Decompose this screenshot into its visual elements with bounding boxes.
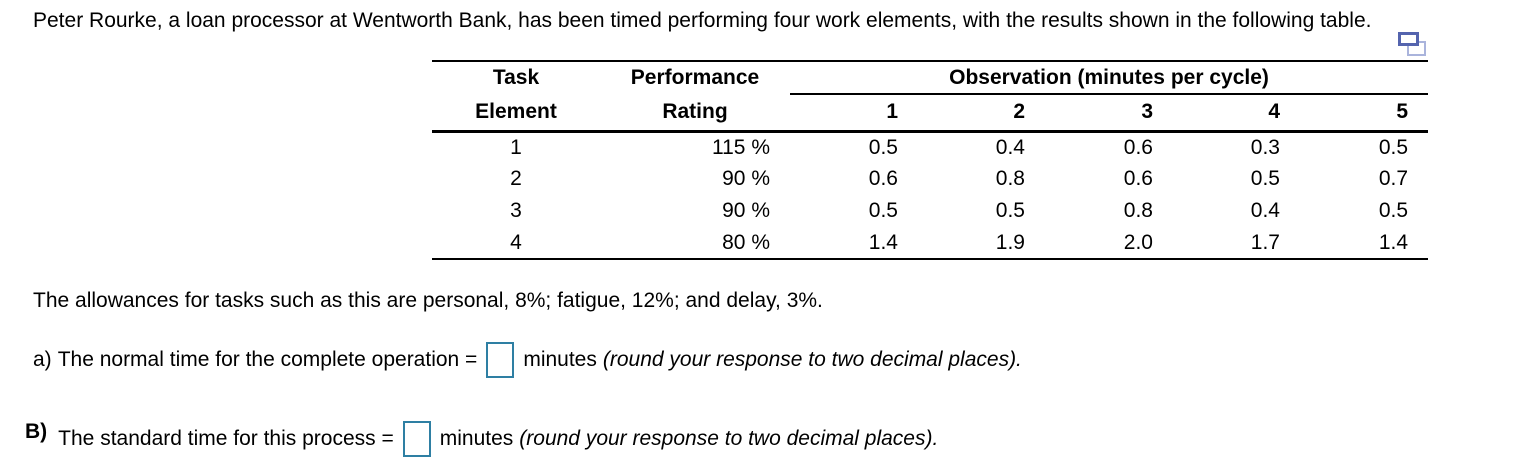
cell-obs: 0.6 — [868, 167, 898, 190]
duplicate-window-icon[interactable] — [1398, 32, 1428, 59]
header-element: Element — [432, 94, 600, 133]
question-b-rounding-note: (round your response to two decimal plac… — [519, 427, 939, 450]
header-rating: Rating — [600, 94, 790, 133]
cell-rating: 115 % — [712, 135, 770, 159]
header-observation-span: Observation (minutes per cycle) — [790, 61, 1429, 95]
header-obs-4: 4 — [1173, 94, 1300, 133]
question-intro-text: Peter Rourke, a loan processor at Wentwo… — [33, 9, 1372, 32]
table-row: 2 90 % 0.6 0.8 0.6 0.5 0.7 — [432, 163, 1428, 195]
cell-obs: 0.6 — [1123, 167, 1153, 190]
time-study-table: Task Performance Observation (minutes pe… — [432, 60, 1429, 260]
header-task: Task — [492, 66, 540, 89]
header-obs-1: 1 — [790, 94, 918, 133]
cell-element: 4 — [510, 230, 522, 254]
answer-input-normal-time[interactable] — [486, 342, 515, 378]
question-b-label: B) — [25, 420, 48, 443]
cell-obs: 1.4 — [1378, 230, 1409, 254]
question-a-prompt: The normal time for the complete operati… — [57, 348, 478, 371]
cell-obs: 0.5 — [868, 199, 898, 222]
cell-obs: 0.5 — [1378, 199, 1409, 222]
question-a-label: a) — [33, 348, 52, 371]
question-a-unit: minutes — [523, 348, 597, 371]
cell-obs: 1.9 — [995, 230, 1025, 254]
cell-obs: 0.5 — [1250, 167, 1280, 190]
cell-rating: 80 % — [722, 230, 770, 254]
cell-obs: 0.4 — [1250, 199, 1280, 222]
cell-obs: 0.7 — [1378, 167, 1409, 190]
question-b-prompt: The standard time for this process = — [58, 427, 394, 450]
cell-element: 3 — [510, 199, 522, 222]
question-a-rounding-note: (round your response to two decimal plac… — [602, 348, 1022, 371]
table-row: 1 115 % 0.5 0.4 0.6 0.3 0.5 — [432, 131, 1428, 163]
cell-obs: 0.8 — [995, 167, 1025, 190]
header-performance: Performance — [630, 66, 760, 89]
table-header-row-1: Task Performance Observation (minutes pe… — [432, 61, 1429, 95]
cell-rating: 90 % — [722, 167, 770, 190]
header-obs-3: 3 — [1045, 94, 1173, 133]
cell-obs: 0.5 — [995, 199, 1025, 222]
cell-obs: 0.5 — [1378, 135, 1409, 159]
cell-obs: 0.3 — [1250, 135, 1280, 159]
table-header-row-2: Element Rating 1 2 3 4 5 — [432, 94, 1429, 133]
cell-obs: 0.4 — [995, 135, 1025, 159]
allowances-text: The allowances for tasks such as this ar… — [33, 289, 823, 312]
answer-input-standard-time[interactable] — [402, 421, 431, 457]
question-b-line: B) The standard time for this process = … — [25, 419, 938, 459]
cell-obs: 0.5 — [868, 135, 898, 159]
cell-obs: 1.4 — [868, 230, 898, 254]
cell-element: 1 — [510, 135, 522, 159]
table-row: 4 80 % 1.4 1.9 2.0 1.7 1.4 — [432, 227, 1428, 259]
question-b-unit: minutes — [439, 427, 514, 450]
duplicate-icon-front-rect — [1398, 32, 1419, 46]
cell-obs: 2.0 — [1123, 230, 1153, 254]
cell-obs: 1.7 — [1250, 230, 1280, 254]
table-row: 3 90 % 0.5 0.5 0.8 0.4 0.5 — [432, 195, 1428, 227]
cell-rating: 90 % — [722, 199, 770, 222]
cell-obs: 0.6 — [1123, 135, 1153, 159]
cell-element: 2 — [510, 167, 522, 190]
header-obs-5: 5 — [1300, 94, 1429, 133]
cell-obs: 0.8 — [1123, 199, 1153, 222]
question-a-line: a) The normal time for the complete oper… — [33, 340, 1022, 380]
header-obs-2: 2 — [918, 94, 1045, 133]
